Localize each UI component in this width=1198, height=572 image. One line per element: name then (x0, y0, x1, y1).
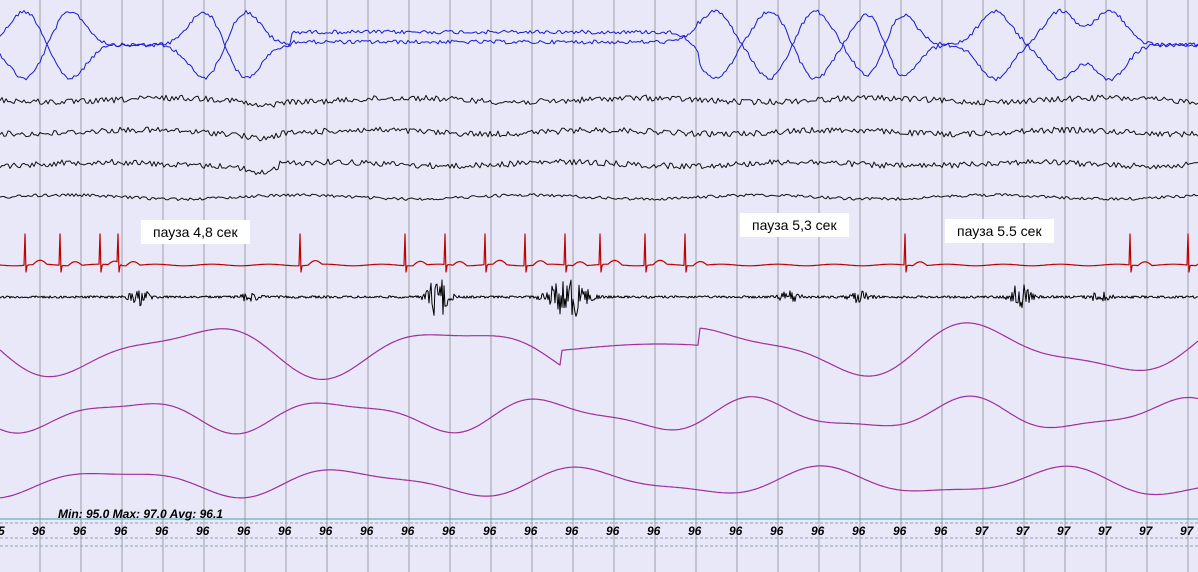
spo2-value: 97 (975, 524, 989, 538)
ecg-trace (0, 233, 1198, 273)
pause-annotation-1[interactable]: пауза 4,8 сек (141, 220, 250, 244)
spo2-value: 96 (770, 524, 784, 538)
eeg-trace (0, 94, 1198, 108)
spo2-value: 96 (606, 524, 620, 538)
spo2-value: 96 (319, 524, 333, 538)
spo2-value: 96 (524, 524, 538, 538)
respiratory-trace (0, 322, 1198, 380)
pause-annotation-2[interactable]: пауза 5,3 сек (740, 213, 849, 237)
eog-traces (0, 8, 1198, 82)
spo2-value: 96 (237, 524, 251, 538)
spo2-value: 97 (1139, 524, 1153, 538)
spo2-value: 96 (647, 524, 661, 538)
eeg-trace (0, 193, 1198, 201)
spo2-value: 96 (114, 524, 128, 538)
spo2-value: 96 (196, 524, 210, 538)
snore-trace (0, 279, 1198, 317)
eeg-trace (0, 158, 1198, 176)
spo2-value: 97 (1057, 524, 1071, 538)
eog-left-trace (0, 9, 1198, 82)
spo2-value: 96 (401, 524, 415, 538)
spo2-value: 96 (278, 524, 292, 538)
spo2-value: 96 (442, 524, 456, 538)
respiratory-trace (0, 465, 1198, 499)
spo2-value: 97 (1180, 524, 1194, 538)
spo2-value: 96 (729, 524, 743, 538)
spo2-value: 96 (73, 524, 87, 538)
spo2-value: 96 (688, 524, 702, 538)
spo2-value: 96 (360, 524, 374, 538)
spo2-value: 96 (893, 524, 907, 538)
spo2-value: 96 (565, 524, 579, 538)
respiratory-traces (0, 322, 1198, 499)
snore-trace (0, 279, 1198, 317)
ecg-trace (0, 233, 1198, 273)
spo2-value: 96 (934, 524, 948, 538)
spo2-value: 96 (483, 524, 497, 538)
pause-annotation-3[interactable]: пауза 5.5 сек (945, 219, 1054, 243)
spo2-value: 96 (32, 524, 46, 538)
eog-right-trace (0, 8, 1198, 82)
eeg-traces (0, 94, 1198, 201)
spo2-value: 96 (811, 524, 825, 538)
spo2-value: 97 (1016, 524, 1030, 538)
spo2-value: 97 (1098, 524, 1112, 538)
spo2-value: 5 (0, 524, 5, 538)
spo2-value: 96 (852, 524, 866, 538)
spo2-stats: Min: 95.0 Max: 97.0 Avg: 96.1 (58, 507, 223, 521)
spo2-value: 96 (155, 524, 169, 538)
respiratory-trace (0, 395, 1198, 435)
eeg-trace (0, 126, 1198, 142)
time-grid (39, 0, 1189, 572)
spo2-channel (0, 518, 1198, 547)
